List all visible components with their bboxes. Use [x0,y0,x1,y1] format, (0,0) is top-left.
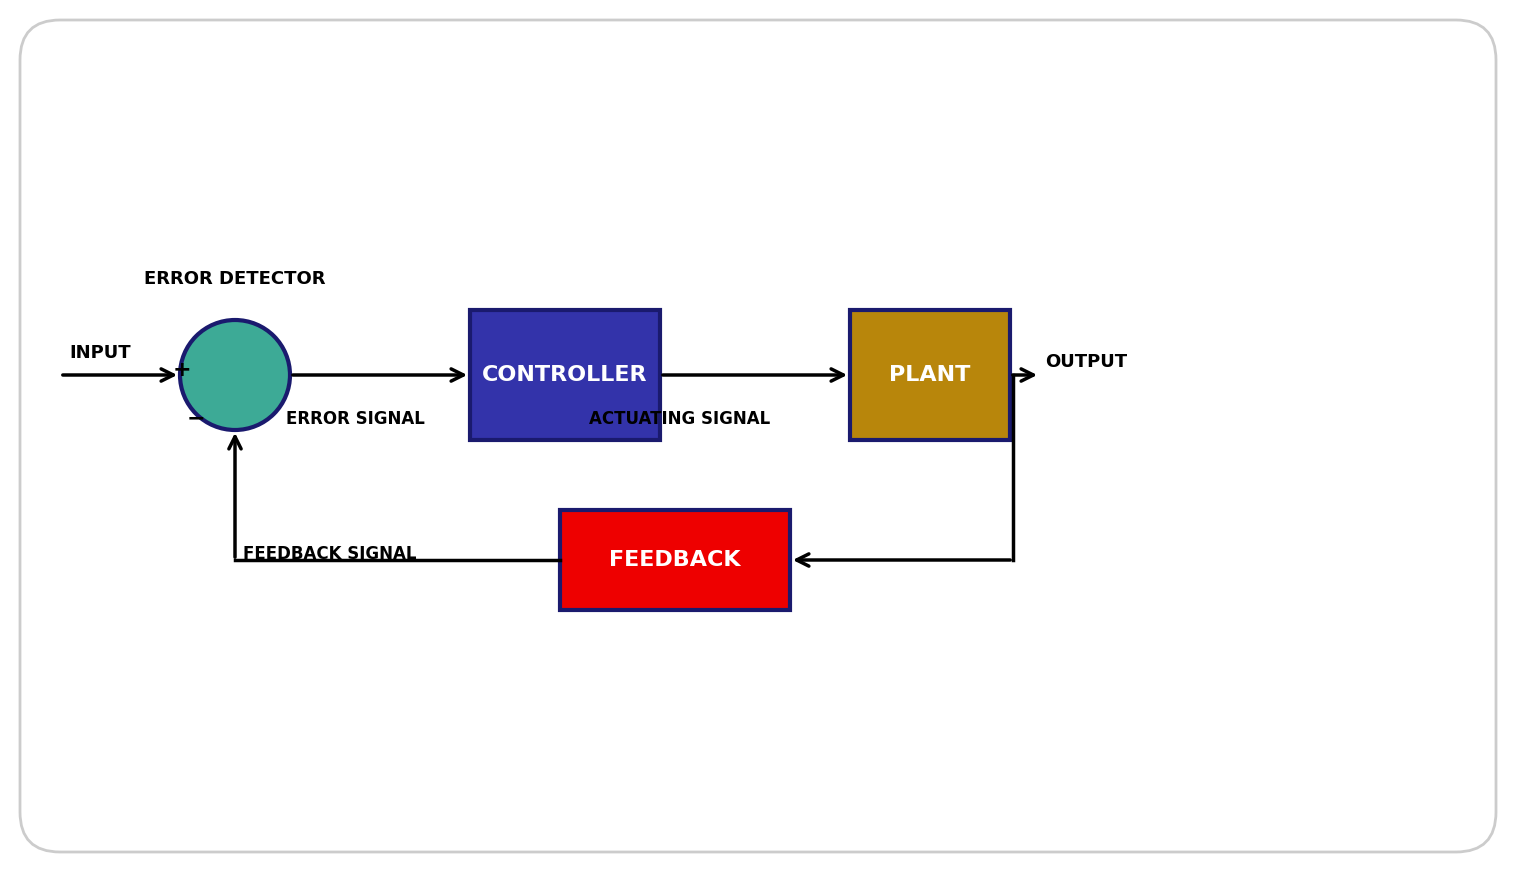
Text: OUTPUT: OUTPUT [1045,353,1126,371]
FancyBboxPatch shape [470,310,659,440]
Text: INPUT: INPUT [70,344,130,362]
Text: ERROR SIGNAL: ERROR SIGNAL [285,410,424,428]
FancyBboxPatch shape [559,510,790,610]
FancyBboxPatch shape [20,20,1496,852]
Text: FEEDBACK: FEEDBACK [609,550,741,570]
Text: PLANT: PLANT [890,365,970,385]
Text: ACTUATING SIGNAL: ACTUATING SIGNAL [590,410,770,428]
FancyBboxPatch shape [850,310,1010,440]
Text: CONTROLLER: CONTROLLER [482,365,647,385]
Text: +: + [173,360,191,380]
Text: ERROR DETECTOR: ERROR DETECTOR [144,270,326,288]
Text: −: − [186,408,205,428]
Text: FEEDBACK SIGNAL: FEEDBACK SIGNAL [243,545,417,563]
Circle shape [180,320,290,430]
